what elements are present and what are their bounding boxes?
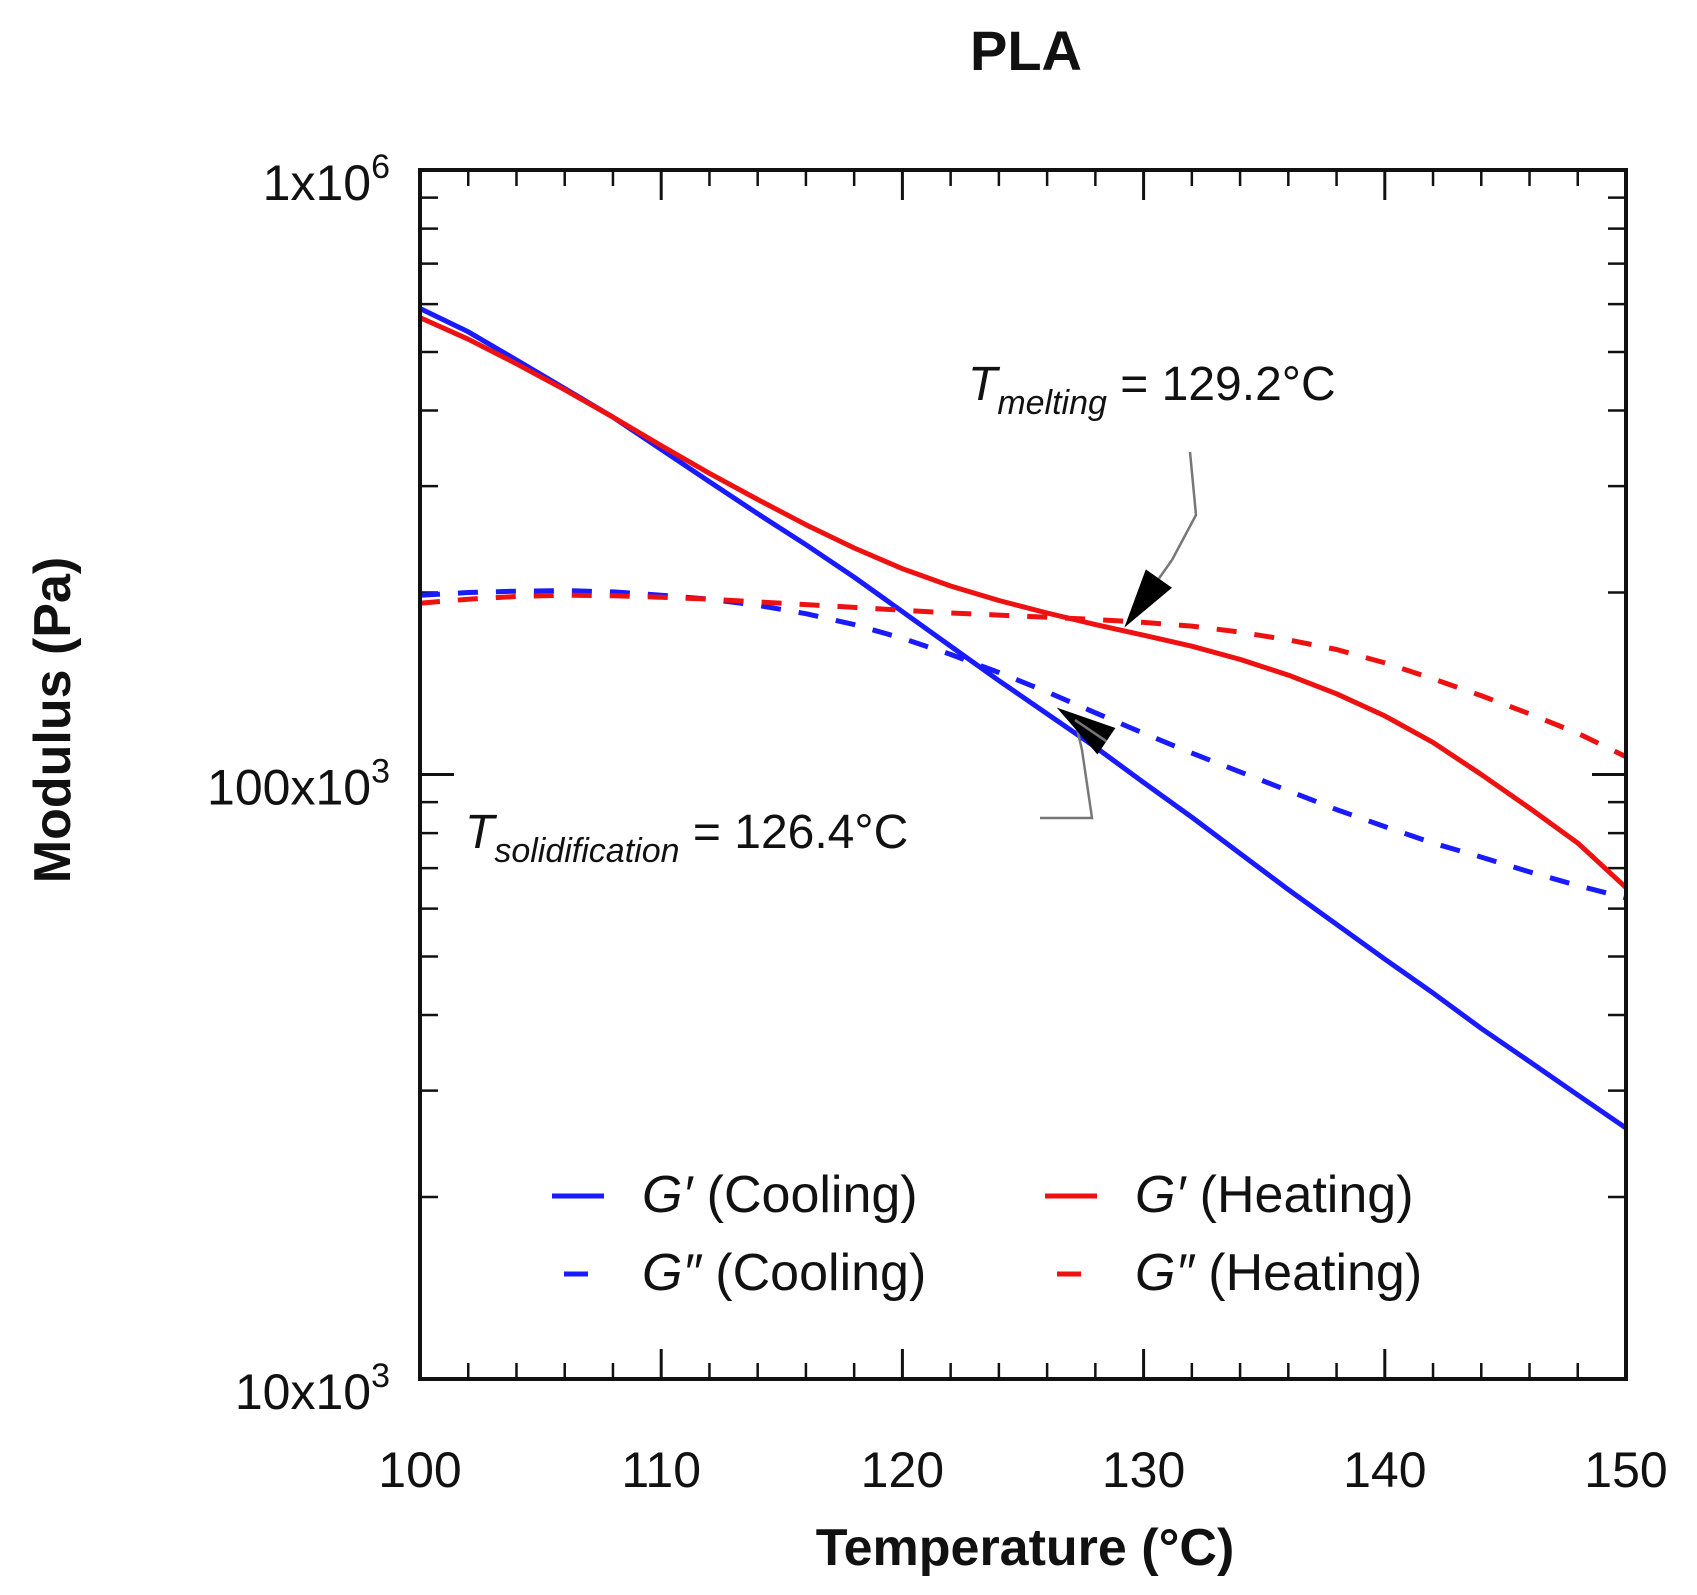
minor-ticks [420, 170, 1626, 1379]
y-tick-label: 10x103 [235, 1357, 390, 1420]
series-layer [418, 306, 1628, 1131]
x-axis-title: Temperature (°C) [816, 1519, 1235, 1577]
series-line-Gg-prime-heating [418, 315, 1628, 890]
x-tick-label: 120 [861, 1442, 944, 1498]
x-tick-label: 110 [621, 1442, 701, 1498]
legend-label: G′ (Cooling) [642, 1166, 918, 1224]
x-tick-labels: 100 110 120 130 140 150 [378, 1442, 1667, 1498]
annotation-label: Tmelting = 129.2°C [968, 358, 1336, 422]
annotation-leader-end [1157, 559, 1174, 580]
series-line-Gg-prime-cooling [418, 306, 1628, 1131]
series-line-Gg-double-prime-cooling [419, 588, 1627, 901]
annotation-layer: Tmelting = 129.2°C Tsolidification = 126.… [465, 358, 1336, 870]
legend-label: G″ (Cooling) [642, 1244, 926, 1302]
y-axis-title: Modulus (Pa) [24, 557, 82, 883]
legend: G′ (Cooling) G′ (Heating) G″ (Cooling) G″ (… [552, 1166, 1422, 1302]
annotation-label: Tsolidification = 126.4°C [465, 806, 908, 870]
y-tick-label: 100x103 [207, 753, 390, 816]
annotation-leader [1040, 719, 1094, 820]
series-line-Gg-double-prime-heating [419, 592, 1628, 759]
annotation-arrowhead [1124, 569, 1172, 628]
y-tick-label: 1x106 [263, 148, 390, 211]
x-tick-label: 150 [1584, 1442, 1667, 1498]
legend-label: G″ (Heating) [1135, 1244, 1422, 1302]
annotation-arrowhead [1056, 707, 1116, 755]
x-tick-label: 140 [1343, 1442, 1426, 1498]
x-tick-label: 100 [378, 1442, 461, 1498]
plot-frame [418, 168, 1628, 1381]
annotation-leader [1170, 451, 1198, 561]
x-tick-label: 130 [1102, 1442, 1185, 1498]
legend-label: G′ (Heating) [1135, 1166, 1414, 1224]
chart-title: PLA [970, 19, 1082, 82]
annotation-leader-end [1074, 718, 1108, 743]
y-tick-labels: 1x106 100x103 10x103 [207, 148, 390, 1420]
